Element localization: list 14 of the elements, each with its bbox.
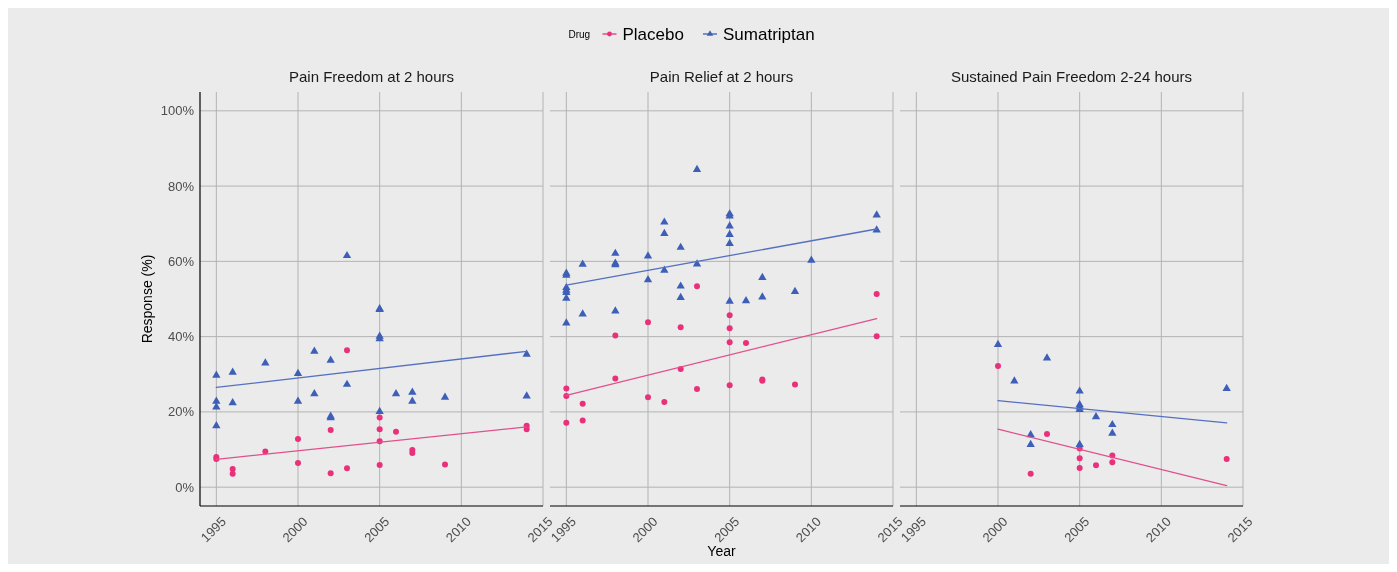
y-tick-label: 80% [167,178,195,194]
y-tick-label: 100% [160,103,195,119]
y-tick-label: 40% [167,329,195,345]
y-tick-label: 20% [167,404,195,420]
chart-title: Pain Relief at 2 hours [649,68,794,85]
y-axis-title: Response (%) [139,254,155,344]
x-axis-title: Year [707,543,736,559]
legend-title: Drug [568,28,591,40]
chart-title: Pain Freedom at 2 hours [288,68,455,85]
y-tick-label: 60% [167,253,195,269]
legend-label: Placebo [622,24,684,44]
chart-title: Sustained Pain Freedom 2-24 hours [951,68,1192,85]
y-tick-label: 0% [175,479,195,495]
legend-label: Sumatriptan [723,24,815,44]
